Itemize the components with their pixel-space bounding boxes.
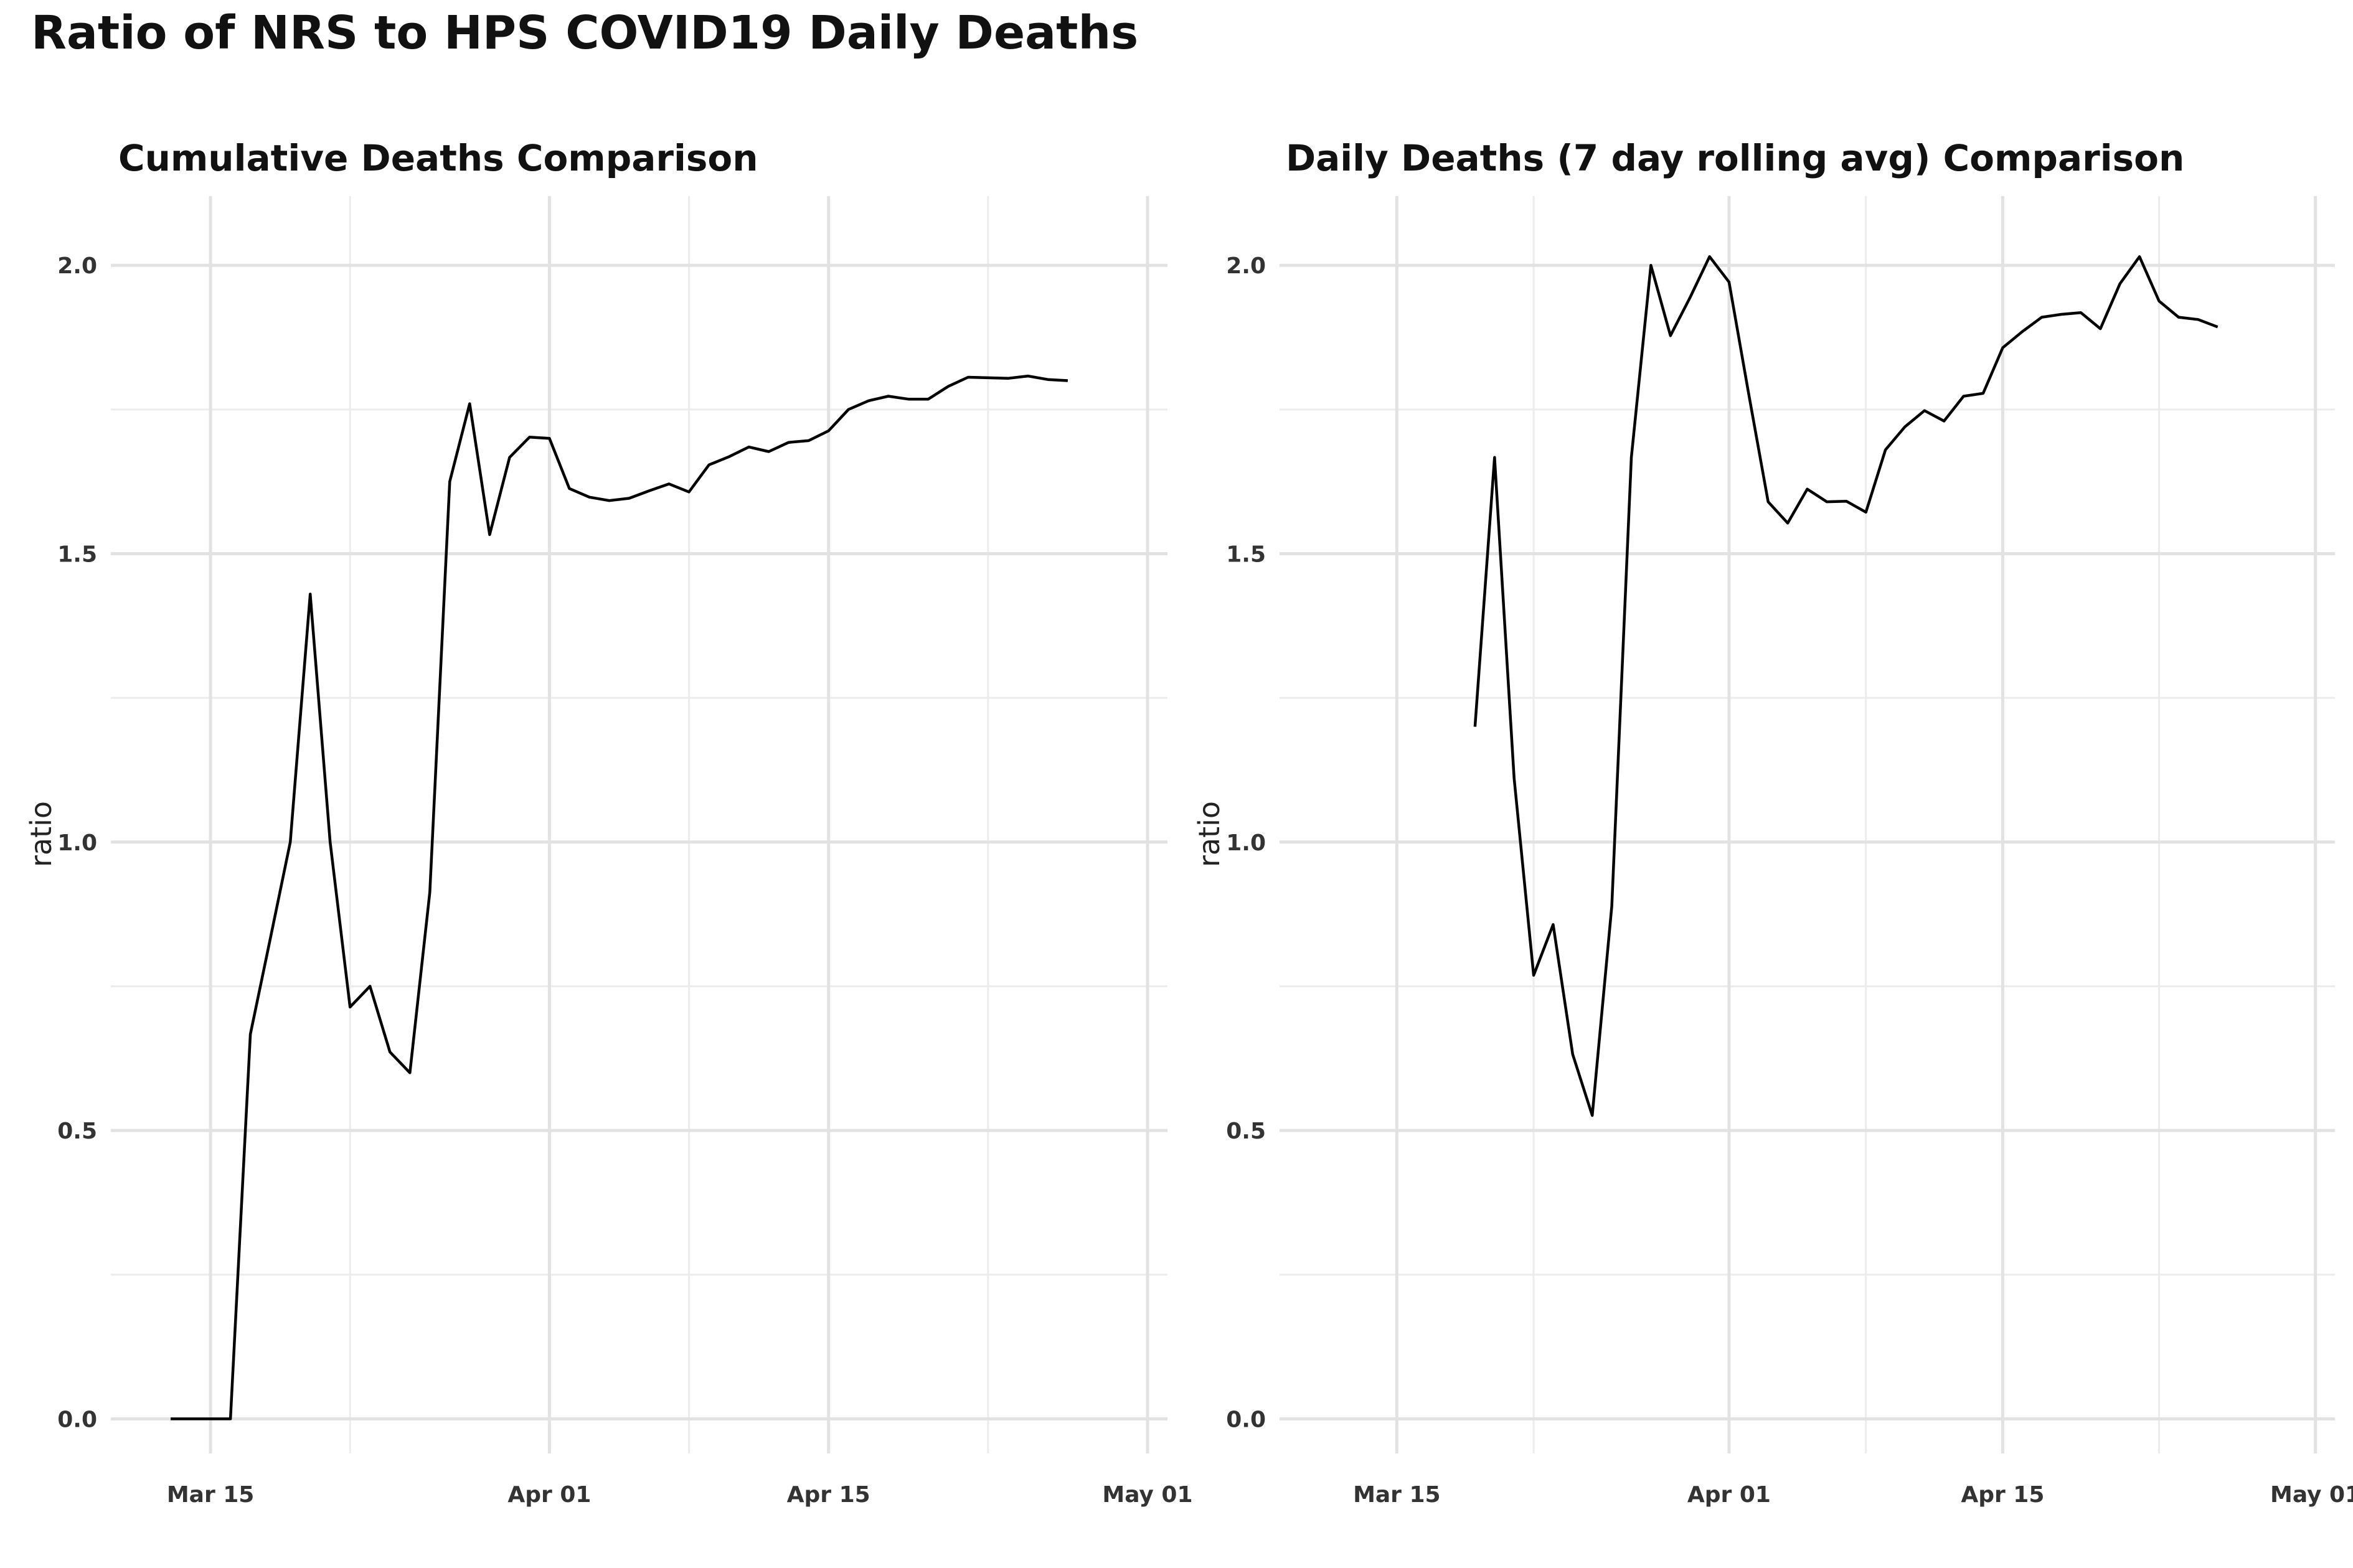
y-tick-label: 0.0 xyxy=(57,1407,97,1432)
y-axis-label: ratio xyxy=(1192,801,1226,867)
y-tick-label: 1.5 xyxy=(1226,542,1266,567)
x-tick-label: Apr 15 xyxy=(787,1482,870,1508)
y-tick-label: 2.0 xyxy=(57,253,97,279)
x-tick-label: Mar 15 xyxy=(1353,1482,1441,1508)
grid xyxy=(111,196,1167,1453)
tick-labels: 0.0 0.5 1.0 1.5 2.0 Mar 15 Apr 01 Apr 15 May 01 xyxy=(57,253,1192,1508)
y-tick-label: 1.5 xyxy=(57,542,97,567)
figure-title: Ratio of NRS to HPS COVID19 Daily Deaths xyxy=(31,6,1138,60)
ratio-line xyxy=(171,374,1068,1420)
x-tick-label: Apr 01 xyxy=(1687,1482,1771,1508)
y-tick-label: 2.0 xyxy=(1226,253,1266,279)
y-tick-label: 1.0 xyxy=(1226,830,1266,856)
grid xyxy=(1280,196,2335,1453)
panel-title: Cumulative Deaths Comparison xyxy=(118,137,758,179)
panel-title: Daily Deaths (7 day rolling avg) Compari… xyxy=(1286,137,2184,179)
tick-labels: 0.0 0.5 1.0 1.5 2.0 Mar 15 Apr 01 Apr 15 May 01 xyxy=(1226,253,2353,1508)
daily-deaths-panel: Daily Deaths (7 day rolling avg) Compari… xyxy=(1192,137,2353,1508)
y-axis-label: ratio xyxy=(24,801,58,867)
y-tick-label: 0.0 xyxy=(1226,1407,1266,1432)
x-tick-label: May 01 xyxy=(1102,1482,1192,1508)
x-tick-label: Apr 15 xyxy=(1961,1482,2044,1508)
x-tick-label: Apr 01 xyxy=(507,1482,591,1508)
series-lines xyxy=(1473,255,2219,1117)
cumulative-deaths-panel: Cumulative Deaths Comparison ratio 0.00.… xyxy=(24,137,1193,1508)
ratio-line xyxy=(1473,255,2219,1117)
x-tick-label: Mar 15 xyxy=(167,1482,255,1508)
y-tick-label: 0.5 xyxy=(57,1119,97,1144)
series-lines xyxy=(171,374,1068,1420)
y-tick-label: 1.0 xyxy=(57,830,97,856)
y-tick-label: 0.5 xyxy=(1226,1119,1266,1144)
x-tick-label: May 01 xyxy=(2270,1482,2353,1508)
